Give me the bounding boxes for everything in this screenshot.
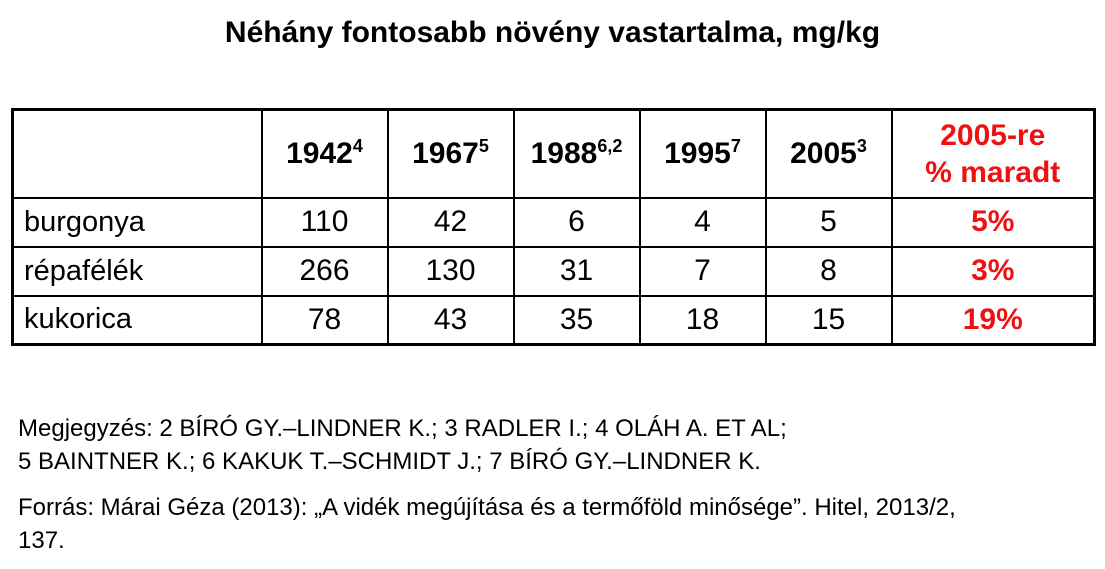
source-line2: 137. bbox=[18, 527, 65, 554]
row-label: burgonya bbox=[11, 196, 263, 248]
page-title: Néhány fontosabb növény vastartalma, mg/… bbox=[224, 16, 881, 49]
value-cell: 266 bbox=[260, 245, 389, 297]
col-header-2005: 20053 bbox=[764, 108, 893, 199]
table-row-kukorica: kukorica 78 43 35 18 15 19% bbox=[11, 294, 1096, 346]
year-superscript: 4 bbox=[352, 135, 363, 156]
percent-remaining-line1: 2005-re bbox=[940, 118, 1046, 152]
notes-paragraph: Megjegyzés: 2 BÍRÓ GY.–LINDNER K.; 3 RAD… bbox=[18, 412, 1089, 478]
percent-cell: 3% bbox=[890, 245, 1096, 297]
row-label: kukorica bbox=[11, 294, 263, 346]
notes-line2: 5 BAINTNER K.; 6 KAKUK T.–SCHMIDT J.; 7 … bbox=[18, 448, 761, 475]
year-label: 1967 bbox=[412, 136, 479, 170]
percent-cell: 5% bbox=[890, 196, 1096, 248]
year-label: 1942 bbox=[286, 136, 353, 170]
table-row-burgonya: burgonya 110 42 6 4 5 5% bbox=[11, 196, 1096, 248]
value-cell: 5 bbox=[764, 196, 893, 248]
percent-cell: 19% bbox=[890, 294, 1096, 346]
value-cell: 130 bbox=[386, 245, 515, 297]
value-cell: 15 bbox=[764, 294, 893, 346]
value-cell: 7 bbox=[638, 245, 767, 297]
value-cell: 8 bbox=[764, 245, 893, 297]
percent-remaining-line2: % maradt bbox=[925, 155, 1061, 189]
year-superscript: 7 bbox=[730, 135, 741, 156]
source-line1: Forrás: Márai Géza (2013): „A vidék megú… bbox=[18, 494, 956, 521]
value-cell: 35 bbox=[512, 294, 641, 346]
year-label: 1988 bbox=[530, 136, 598, 170]
col-header-1942: 19424 bbox=[260, 108, 389, 199]
value-cell: 110 bbox=[260, 196, 389, 248]
value-cell: 4 bbox=[638, 196, 767, 248]
value-cell: 31 bbox=[512, 245, 641, 297]
year-superscript: 6,2 bbox=[597, 135, 623, 156]
table-header-row: 19424 19675 19886,2 19957 20053 2005-re … bbox=[11, 108, 1096, 199]
col-header-1988: 19886,2 bbox=[512, 108, 641, 199]
value-cell: 43 bbox=[386, 294, 515, 346]
value-cell: 78 bbox=[260, 294, 389, 346]
year-label: 1995 bbox=[664, 136, 731, 170]
year-label: 2005 bbox=[790, 136, 857, 170]
col-header-1995: 19957 bbox=[638, 108, 767, 199]
value-cell: 6 bbox=[512, 196, 641, 248]
year-superscript: 3 bbox=[856, 135, 867, 156]
year-superscript: 5 bbox=[478, 135, 489, 156]
iron-content-table: 19424 19675 19886,2 19957 20053 2005-re … bbox=[11, 108, 1096, 346]
table-row-repafelek: répafélék 266 130 31 7 8 3% bbox=[11, 245, 1096, 297]
value-cell: 42 bbox=[386, 196, 515, 248]
col-header-percent-remaining: 2005-re % maradt bbox=[890, 108, 1096, 199]
source-paragraph: Forrás: Márai Géza (2013): „A vidék megú… bbox=[18, 491, 1089, 557]
corner-cell bbox=[11, 108, 263, 199]
col-header-1967: 19675 bbox=[386, 108, 515, 199]
value-cell: 18 bbox=[638, 294, 767, 346]
notes-line1: Megjegyzés: 2 BÍRÓ GY.–LINDNER K.; 3 RAD… bbox=[18, 415, 787, 442]
row-label: répafélék bbox=[11, 245, 263, 297]
